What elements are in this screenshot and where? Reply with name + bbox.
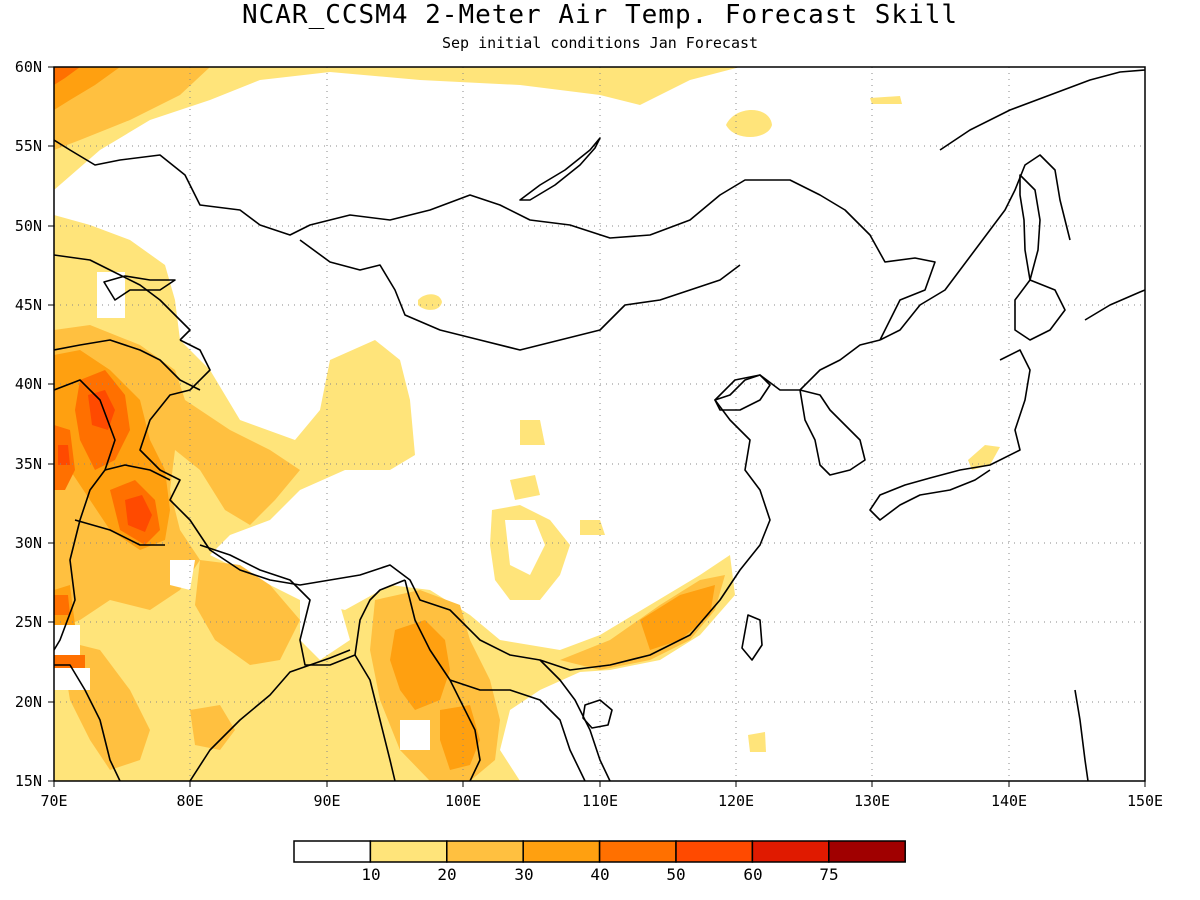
colorbar-label: 60	[743, 865, 762, 884]
colorbar-swatch	[675, 840, 754, 863]
colorbar-swatch	[446, 840, 524, 863]
lat-label: 45N	[15, 296, 42, 314]
colorbar-label: 10	[361, 865, 380, 884]
lat-label: 30N	[15, 534, 42, 552]
lon-label: 110E	[582, 792, 618, 810]
colorbar-label: 40	[590, 865, 609, 884]
lon-label: 150E	[1127, 792, 1163, 810]
lat-label: 15N	[15, 772, 42, 790]
longitude-axis: 70E 80E 90E 100E 110E 120E 130E 140E 150…	[40, 792, 1163, 810]
lat-label: 20N	[15, 693, 42, 711]
lon-label: 90E	[313, 792, 340, 810]
colorbar-label: 30	[514, 865, 533, 884]
lon-label: 130E	[854, 792, 890, 810]
colorbar-label: 20	[437, 865, 456, 884]
map-title: NCAR_CCSM4 2-Meter Air Temp. Forecast Sk…	[241, 0, 959, 30]
graticule	[54, 67, 1145, 781]
lon-label: 100E	[445, 792, 481, 810]
skill-shading	[54, 67, 1000, 781]
colorbar-swatch	[828, 840, 906, 863]
lat-ticks	[48, 66, 54, 782]
lat-label: 40N	[15, 375, 42, 393]
colorbar-swatch	[598, 840, 677, 863]
latitude-axis: 60N 55N 50N 45N 40N 35N 30N 25N 20N 15N	[15, 58, 42, 790]
coastlines-borders	[54, 69, 1145, 781]
colorbar-swatch	[369, 840, 448, 863]
map-subtitle: Sep initial conditions Jan Forecast	[441, 34, 759, 52]
lat-label: 25N	[15, 613, 42, 631]
lat-label: 35N	[15, 455, 42, 473]
lon-label: 120E	[718, 792, 754, 810]
colorbar-label: 75	[819, 865, 838, 884]
lat-label: 50N	[15, 217, 42, 235]
colorbar-swatch	[293, 840, 372, 863]
lon-label: 80E	[176, 792, 203, 810]
colorbar-label: 50	[666, 865, 685, 884]
colorbar-swatch	[751, 840, 830, 863]
lon-label: 140E	[991, 792, 1027, 810]
colorbar: 10 20 30 40 50 60 75	[293, 840, 906, 884]
colorbar-swatch	[522, 840, 601, 863]
lon-ticks	[53, 781, 1146, 787]
lon-label: 70E	[40, 792, 67, 810]
lat-label: 60N	[15, 58, 42, 76]
lat-label: 55N	[15, 137, 42, 155]
